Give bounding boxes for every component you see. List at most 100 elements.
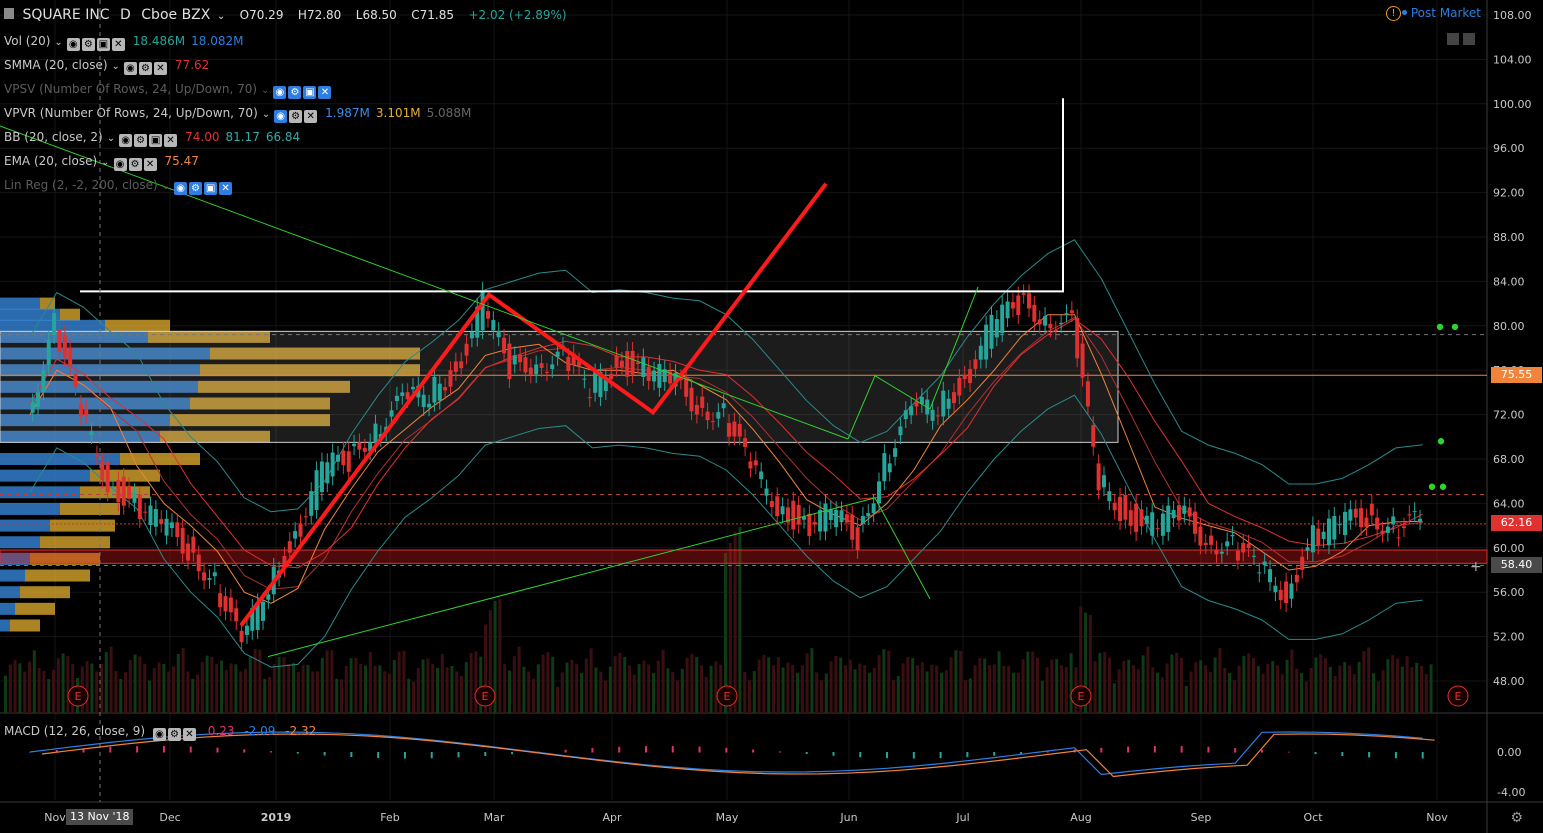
volume-bar xyxy=(1304,681,1308,713)
indicator-label[interactable]: BB (20, close, 2) xyxy=(4,130,103,144)
volume-bar xyxy=(738,527,742,713)
volume-bar xyxy=(920,661,924,713)
alert-icon[interactable]: ! xyxy=(1386,6,1401,21)
gear-icon[interactable]: ⚙ xyxy=(189,182,203,195)
chevron-down-icon[interactable]: ⌄ xyxy=(101,157,110,168)
candle-body xyxy=(694,404,699,415)
vpvr-bar-up xyxy=(0,502,60,515)
chevron-down-icon[interactable]: ⌄ xyxy=(261,109,271,120)
candle-body xyxy=(1091,425,1096,447)
indicator-label[interactable]: VPSV (Number Of Rows, 24, Up/Down, 70) xyxy=(4,82,258,96)
gear-icon[interactable]: ⚙ xyxy=(134,134,148,147)
volume-bar xyxy=(402,650,406,713)
candle-body xyxy=(1321,531,1326,539)
gear-icon[interactable]: ⚙ xyxy=(138,62,152,75)
indicator-label[interactable]: Lin Reg (2, -2, 200, close) xyxy=(4,178,158,192)
volume-bar xyxy=(1396,658,1399,713)
candle-body xyxy=(764,488,769,496)
chevron-down-icon[interactable]: ⌄ xyxy=(106,133,116,144)
eye-icon[interactable]: ◉ xyxy=(113,158,127,171)
candle-body xyxy=(111,487,116,489)
candle-body xyxy=(143,511,148,513)
close-icon[interactable]: ✕ xyxy=(111,38,125,51)
price-tick-label: 72.00 xyxy=(1493,409,1525,422)
eye-icon[interactable]: ◉ xyxy=(152,728,166,741)
chevron-down-icon[interactable]: ⌄ xyxy=(54,37,63,48)
close-icon[interactable]: ✕ xyxy=(318,86,332,99)
lock-icon[interactable]: ▣ xyxy=(149,134,163,147)
volume-bar xyxy=(493,600,497,713)
eye-icon[interactable]: ◉ xyxy=(66,38,80,51)
macd-label[interactable]: MACD (12, 26, close, 9) xyxy=(4,724,146,738)
candle-body xyxy=(1278,589,1283,601)
gear-icon[interactable]: ⚙ xyxy=(167,728,181,741)
close-icon[interactable]: ✕ xyxy=(219,182,233,195)
indicator-label[interactable]: VPVR (Number Of Rows, 24, Up/Down, 70) xyxy=(4,106,258,120)
volume-bar xyxy=(695,657,699,713)
candle-body xyxy=(1053,329,1058,332)
volume-bar xyxy=(1362,651,1366,713)
candle-body xyxy=(1155,528,1160,530)
eye-icon[interactable]: ◉ xyxy=(174,182,188,195)
gear-icon[interactable]: ⚙ xyxy=(128,158,142,171)
collapse-icon[interactable] xyxy=(1447,33,1459,45)
expand-icon[interactable] xyxy=(1463,33,1475,45)
volume-bar xyxy=(584,658,588,713)
macd-histogram-bar xyxy=(403,752,406,759)
symbol-name[interactable]: SQUARE INC xyxy=(22,7,110,23)
macd-histogram-bar xyxy=(1368,752,1371,758)
candle-body xyxy=(785,507,790,523)
eye-icon[interactable]: ◉ xyxy=(123,62,137,75)
indicator-label[interactable]: SMMA (20, close) xyxy=(4,58,108,72)
candle-body xyxy=(1214,549,1219,555)
post-market-badge[interactable]: Post Market xyxy=(1401,6,1481,20)
chevron-down-icon[interactable]: ⌄ xyxy=(261,85,270,96)
volume-bar xyxy=(368,651,372,713)
candle-body xyxy=(710,421,715,423)
macd-signal-line xyxy=(41,733,1435,778)
chevron-down-icon[interactable]: ⌄ xyxy=(161,181,171,192)
macd-histogram-bar xyxy=(886,752,889,759)
close-icon[interactable]: ✕ xyxy=(304,110,318,123)
candle-body xyxy=(603,378,608,392)
candle-body xyxy=(373,423,378,444)
eye-icon[interactable]: ◉ xyxy=(119,134,133,147)
indicator-value: 3.101M xyxy=(375,106,421,120)
close-icon[interactable]: ✕ xyxy=(153,62,167,75)
cursor-date-label: 13 Nov '18 xyxy=(66,809,134,825)
gear-icon[interactable]: ⚙ xyxy=(289,110,303,123)
candle-body xyxy=(705,411,710,421)
candle-body xyxy=(791,500,796,530)
volume-bar xyxy=(1045,667,1049,713)
interval[interactable]: D xyxy=(120,7,131,23)
eye-icon[interactable]: ◉ xyxy=(274,110,288,123)
candle-body xyxy=(1171,509,1176,519)
indicator-buttons: ◉ ⚙ ▣ ✕ xyxy=(119,128,179,147)
price-tick-label: 64.00 xyxy=(1493,497,1525,510)
settings-gear-icon[interactable]: ⚙ xyxy=(1510,810,1523,826)
macd-histogram-bar xyxy=(805,752,808,754)
chevron-down-icon[interactable]: ⌄ xyxy=(111,61,120,72)
lock-icon[interactable]: ▣ xyxy=(96,38,110,51)
indicator-label[interactable]: Vol (20) xyxy=(4,34,51,48)
gear-icon[interactable]: ⚙ xyxy=(81,38,95,51)
volume-bar xyxy=(1055,659,1059,713)
volume-bar xyxy=(829,661,833,713)
close-icon[interactable]: ✕ xyxy=(164,134,178,147)
volume-bar xyxy=(810,648,814,713)
close-icon[interactable]: ✕ xyxy=(143,158,157,171)
lock-icon[interactable]: ▣ xyxy=(204,182,218,195)
lock-icon[interactable]: ▣ xyxy=(303,86,317,99)
candle-body xyxy=(748,461,753,469)
close-icon[interactable]: ✕ xyxy=(182,728,196,741)
indicator-label[interactable]: EMA (20, close) xyxy=(4,154,98,168)
candle-body xyxy=(68,348,73,367)
eye-icon[interactable]: ◉ xyxy=(273,86,287,99)
candle-body xyxy=(469,331,474,339)
candle-body xyxy=(116,480,121,503)
gear-icon[interactable]: ⚙ xyxy=(288,86,302,99)
price-tick-label: 48.00 xyxy=(1493,675,1525,688)
chevron-down-icon[interactable]: ⌄ xyxy=(216,11,226,22)
signal-dot xyxy=(1428,483,1436,490)
